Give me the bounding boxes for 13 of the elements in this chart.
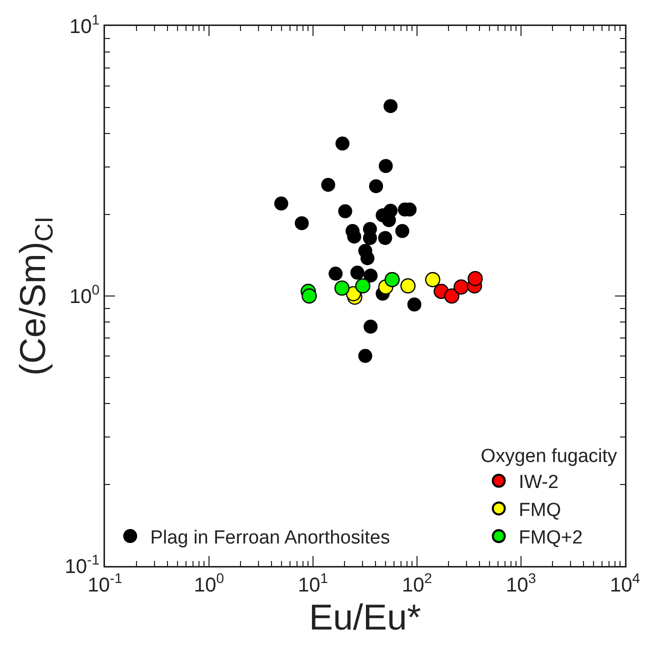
x-axis-title: Eu/Eu* — [308, 596, 422, 638]
x-tick-label: 10$^{2}$ — [402, 570, 432, 596]
y-tick-label: 10$^{1}$ — [69, 12, 100, 38]
y-tick-label: 10$^{0}$ — [69, 282, 100, 308]
legend-label: IW-2 — [518, 472, 559, 494]
x-tick-label: 10$^{4}$ — [610, 570, 640, 596]
x-tick-label: 10$^{3}$ — [506, 570, 536, 596]
legend-label: FMQ+2 — [518, 528, 583, 549]
legend-label: Plag in Ferroan Anorthosites — [150, 527, 390, 548]
x-tick-label: 10$^{1}$ — [298, 570, 328, 596]
legend-title: Oxygen fugacity — [480, 446, 618, 467]
legend-label: FMQ — [518, 500, 562, 521]
x-tick-label: 10$^{0}$ — [194, 570, 224, 596]
